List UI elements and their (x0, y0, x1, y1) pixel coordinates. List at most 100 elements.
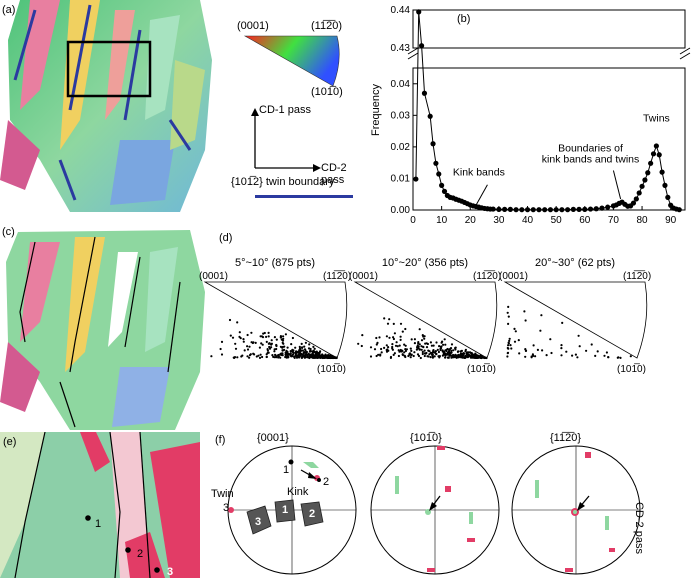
ipf-point (236, 321, 239, 324)
ipf-point (220, 340, 224, 343)
ipf-point (389, 356, 392, 359)
panel-label-a: (a) (2, 4, 16, 16)
annotation-kink-bands: Kink bands (453, 166, 505, 178)
ipf-point (421, 350, 424, 354)
unit-cell-3 (246, 505, 272, 535)
pole-title-1120: {11̅2̅0} (550, 432, 582, 444)
ipf-point (369, 355, 373, 358)
panel-a: (a) (0, 0, 215, 212)
x-tick-label: 30 (493, 215, 505, 226)
ipf-point (426, 342, 429, 346)
twin-label: Twin (211, 488, 234, 500)
ipf-point (403, 354, 406, 358)
ipf-point (242, 338, 245, 341)
ipf-point (477, 355, 480, 358)
kink-label: Kink (287, 486, 309, 498)
ipf-point (444, 356, 447, 359)
ipf-point (545, 354, 548, 357)
ipf-point (302, 351, 305, 354)
data-point (536, 207, 542, 213)
ipf-point (248, 345, 251, 348)
ipf-point (410, 349, 413, 352)
ipf-point (431, 355, 434, 358)
ipf-point (268, 347, 272, 350)
pole-title-1010: {101̅0} (410, 432, 442, 444)
ipf-point (540, 314, 543, 317)
panel-label-f: (f) (215, 434, 226, 446)
ipf-point (429, 356, 432, 359)
ipf-point (375, 354, 378, 358)
ipf-point (420, 339, 424, 342)
ipf-point (413, 351, 416, 354)
ipf-point (246, 355, 249, 358)
ipf-point (393, 332, 396, 335)
ipf-point (252, 352, 255, 355)
ipf-point (418, 343, 421, 346)
ipf-point (286, 351, 289, 354)
data-point (639, 183, 645, 189)
ipf-point (360, 344, 363, 348)
ipf-point (379, 354, 382, 357)
ipf-corner-1010: (101̅0) (317, 363, 346, 375)
ipf-point (318, 351, 321, 354)
ipf-point (441, 350, 444, 353)
ipf-point (240, 355, 243, 358)
ipf-title: 20°~30° (62 pts) (535, 257, 615, 269)
ipf-point (312, 345, 315, 348)
x-tick-label: 10 (436, 215, 448, 226)
ipf-point (250, 341, 253, 344)
data-point (587, 206, 594, 212)
ipf-triangle-outline (503, 281, 648, 359)
ipf-point (257, 354, 260, 357)
ipf-point (506, 355, 509, 358)
ipf-point (455, 356, 458, 359)
ipf-point (483, 356, 486, 359)
pole-figure-0001 (227, 445, 357, 575)
ipf-point (378, 336, 381, 339)
ipf-point (454, 346, 457, 349)
data-point (439, 182, 445, 188)
ipf-point (265, 340, 268, 343)
ipf-point (431, 353, 434, 356)
pole-point-2: 2 (323, 476, 330, 488)
ipf-point (539, 329, 542, 332)
ipf-point (449, 354, 452, 357)
ipf-point (450, 343, 454, 346)
ipf-point (333, 356, 336, 359)
ipf-point (507, 315, 510, 318)
ipf-point (605, 351, 608, 354)
data-point (542, 207, 548, 213)
zoom-point-label-2: 2 (137, 548, 144, 560)
ipf-point (273, 350, 276, 353)
ipf-point (464, 348, 467, 351)
ipf-point (305, 353, 308, 356)
ipf-point (399, 322, 403, 325)
ipf-point (279, 336, 282, 339)
ipf-point (260, 342, 263, 345)
ipf-point (577, 334, 580, 337)
ipf-point (314, 351, 317, 355)
ipf-point (404, 349, 407, 353)
ipf-point (459, 352, 463, 355)
data-point (436, 171, 442, 177)
ipf-point (446, 353, 449, 356)
ipf-point (307, 352, 310, 355)
ipf-point (507, 347, 510, 350)
ipf-point (281, 349, 284, 352)
ipf-point (409, 356, 412, 359)
ipf-point (506, 351, 510, 354)
ipf-point (303, 348, 307, 351)
ipf-point (427, 349, 430, 352)
ipf-point (252, 341, 255, 344)
data-point (605, 204, 611, 210)
panel-label-c: (c) (2, 226, 15, 238)
ipf-triangle-1: 5°~10° (875 pts) (0001) (11̅2̅0) (101̅0) (199, 257, 351, 375)
ipf-point (571, 354, 574, 357)
ipf-point (399, 335, 402, 338)
ipf-corner-1010: (101̅0) (467, 363, 496, 375)
ipf-point (266, 348, 269, 351)
ipf-point (443, 353, 446, 356)
data-point (633, 196, 639, 202)
ipf-point (446, 351, 449, 354)
ipf-point (432, 344, 435, 347)
